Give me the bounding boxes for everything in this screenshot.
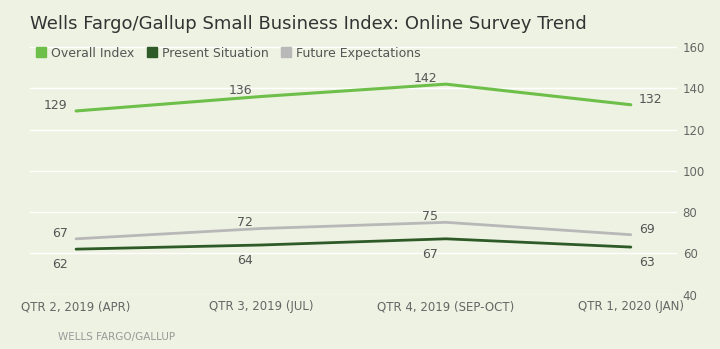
Text: 75: 75 — [422, 210, 438, 223]
Text: 72: 72 — [237, 216, 253, 229]
Text: 129: 129 — [44, 99, 68, 112]
Text: 132: 132 — [639, 93, 663, 106]
Text: 64: 64 — [237, 254, 253, 267]
Text: 67: 67 — [52, 227, 68, 240]
Text: Wells Fargo/Gallup Small Business Index: Online Survey Trend: Wells Fargo/Gallup Small Business Index:… — [30, 15, 587, 33]
Text: 69: 69 — [639, 223, 655, 236]
Text: 136: 136 — [229, 84, 253, 97]
Text: 142: 142 — [414, 72, 438, 85]
Text: 62: 62 — [52, 258, 68, 271]
Text: WELLS FARGO/GALLUP: WELLS FARGO/GALLUP — [58, 332, 175, 342]
Legend: Overall Index, Present Situation, Future Expectations: Overall Index, Present Situation, Future… — [36, 47, 420, 60]
Text: 67: 67 — [422, 247, 438, 261]
Text: 63: 63 — [639, 256, 655, 269]
